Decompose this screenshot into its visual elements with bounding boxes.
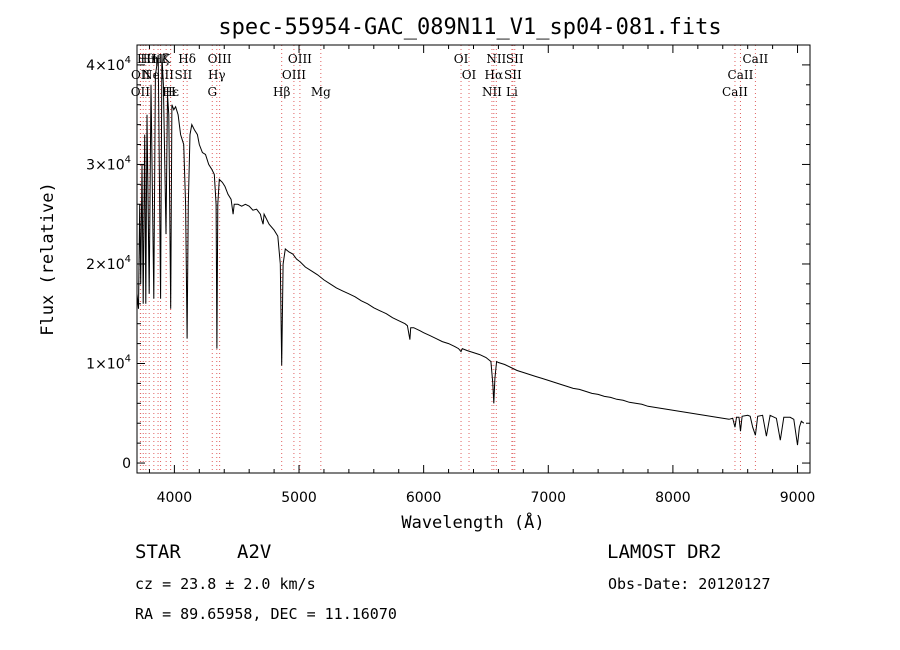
y-tick-label: 3×104	[86, 154, 131, 173]
reference-line-label: OII	[131, 85, 151, 99]
reference-lines	[139, 45, 756, 473]
reference-line-labels: OIIOIIHθHηNeIIIHζKHHεSIIHδGHγOIIIHβOIIIO…	[131, 52, 769, 99]
reference-line-label: SII	[175, 68, 193, 82]
reference-line-label: K	[162, 52, 172, 66]
reference-line-label: OIII	[282, 68, 306, 82]
redshift-text: cz = 23.8 ± 2.0 km/s	[135, 575, 316, 593]
plot-frame	[136, 44, 811, 474]
y-tick-label: 0	[122, 456, 131, 472]
reference-line-label: NII	[482, 85, 502, 99]
reference-line-label: Li	[506, 85, 518, 99]
x-tick-label: 6000	[406, 490, 442, 506]
reference-line-label: Hβ	[273, 85, 290, 99]
x-axis-ticks: 4000 5000 6000 7000 8000 9000	[148, 45, 816, 506]
object-class: STAR	[135, 541, 181, 563]
y-tick-label: 1×104	[86, 354, 131, 373]
reference-line-label: G	[207, 85, 217, 99]
chart-title: spec-55954-GAC_089N11_V1_sp04-081.fits	[218, 15, 721, 40]
reference-line-label: CaII	[722, 85, 748, 99]
reference-line-label: Hε	[162, 85, 179, 99]
x-tick-label: 8000	[655, 490, 691, 506]
x-tick-label: 9000	[780, 490, 816, 506]
reference-line-label: Hθ	[137, 52, 155, 66]
x-tick-label: 4000	[157, 490, 193, 506]
y-tick-label: 4×104	[86, 55, 131, 74]
reference-line-label: OIII	[288, 52, 312, 66]
reference-line-label: Hζ	[152, 52, 169, 66]
spectrum-line	[136, 54, 805, 446]
reference-line-label: OII	[131, 68, 151, 82]
y-axis-ticks: 0 1×104 2×104 3×104 4×104	[86, 55, 810, 472]
x-tick-label: 5000	[281, 490, 317, 506]
reference-line-label: Hα	[485, 68, 504, 82]
survey-name: LAMOST DR2	[607, 541, 722, 563]
x-tick-label: 7000	[530, 490, 566, 506]
y-axis-label: Flux (relative)	[38, 182, 58, 336]
reference-line-label: H	[165, 85, 175, 99]
reference-line-label: Hη	[140, 52, 158, 66]
reference-line-label: Hγ	[208, 68, 226, 82]
ra-dec: RA = 89.65958, DEC = 11.16070	[135, 605, 397, 623]
reference-line-label: OI	[462, 68, 477, 82]
reference-line-label: SII	[504, 68, 522, 82]
obs-date: Obs-Date: 20120127	[608, 575, 771, 593]
reference-line-label: OIII	[208, 52, 232, 66]
reference-line-label: CaII	[728, 68, 754, 82]
y-tick-label: 2×104	[86, 254, 131, 273]
reference-line-label: OI	[454, 52, 469, 66]
x-axis-label: Wavelength (Å)	[401, 511, 544, 533]
reference-line-label: CaII	[742, 52, 768, 66]
reference-line-label: Hδ	[178, 52, 196, 66]
reference-line-label: SII	[506, 52, 524, 66]
reference-line-label: NII	[486, 52, 506, 66]
object-subclass: A2V	[237, 541, 272, 563]
reference-line-label: Mg	[311, 85, 331, 99]
